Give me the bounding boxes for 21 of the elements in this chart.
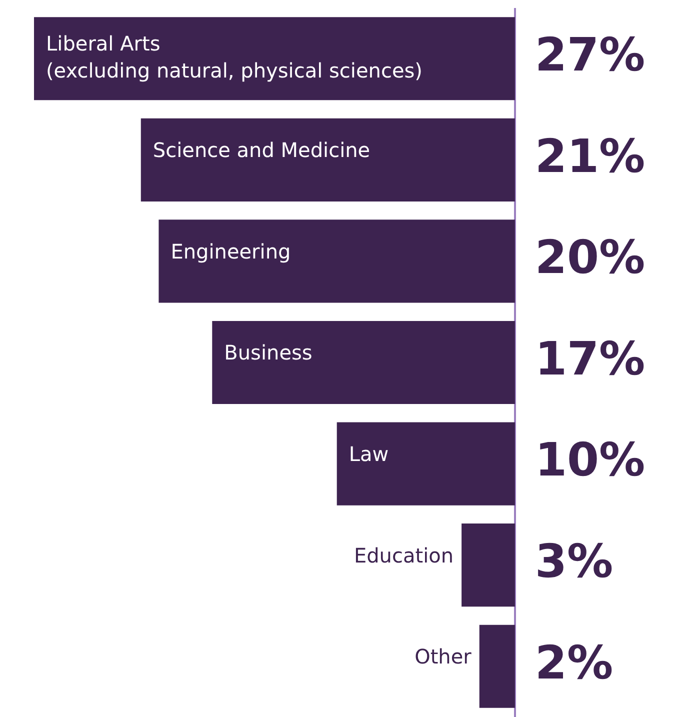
bar [336, 422, 515, 506]
data-label: 10% [535, 432, 646, 487]
y-tick-label: Science and Medicine [152, 138, 370, 162]
bar [212, 320, 515, 404]
bar [479, 624, 515, 708]
bar [462, 524, 515, 607]
data-label: 17% [535, 331, 646, 386]
y-tick-label: Business [224, 340, 312, 365]
bar [140, 118, 515, 202]
data-label: 21% [535, 128, 646, 183]
bar [158, 220, 515, 303]
data-label: 20% [535, 230, 646, 284]
bar [34, 17, 515, 100]
y-tick-label: Law [348, 442, 389, 466]
data-label: 2% [535, 635, 614, 690]
y-tick-label: Education [354, 543, 454, 568]
data-label: 27% [535, 28, 646, 82]
y-tick-label: Other [414, 644, 472, 669]
y-tick-label: Engineering [170, 239, 291, 264]
y-tick-label: Liberal Arts (excluding natural, physical sciences) [46, 31, 422, 82]
data-label: 3% [535, 534, 614, 588]
